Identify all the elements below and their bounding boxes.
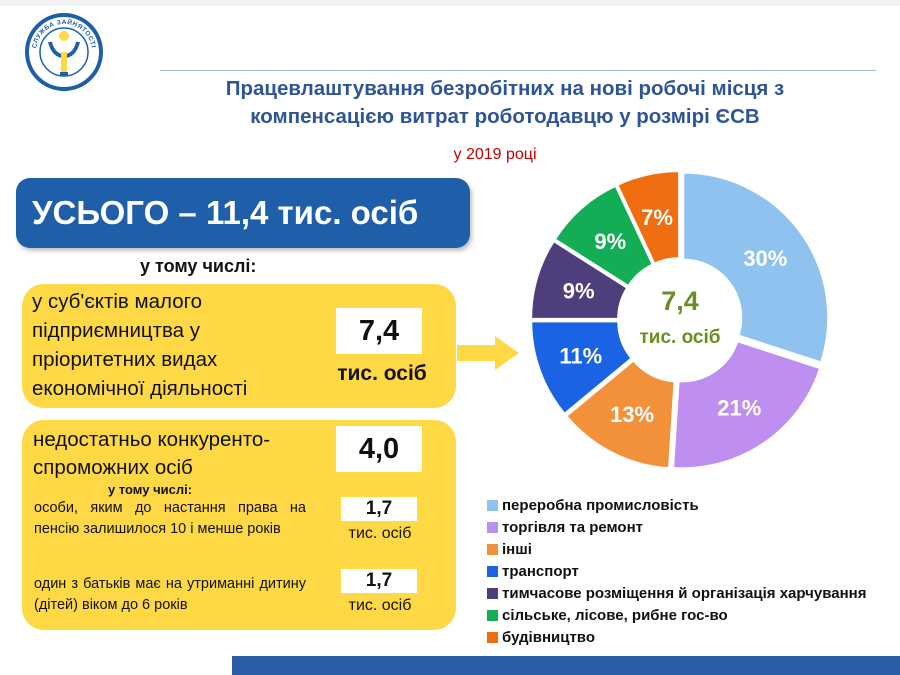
- slice-label: 30%: [743, 246, 787, 271]
- uncompetitive-including-label: у тому числі:: [108, 482, 193, 497]
- center-unit: тис. осіб: [639, 327, 720, 348]
- center-value: 7,4: [661, 286, 699, 316]
- legend-item: тимчасове розміщення й організація харчу…: [487, 582, 866, 604]
- chart-legend: переробна промисловість торгівля та ремон…: [487, 494, 866, 648]
- page-subtitle: у 2019 році: [453, 146, 537, 163]
- pie-slice: [530, 320, 633, 416]
- employment-service-logo: СЛУЖБА ЗАЙНЯТОСТІ: [25, 13, 103, 91]
- legend-swatch: [487, 565, 498, 577]
- title-line-2: компенсацією витрат роботодавцю у розмір…: [250, 105, 760, 128]
- legend-item: транспорт: [487, 560, 866, 582]
- bottom-bar: [232, 656, 900, 675]
- legend-label: тимчасове розміщення й організація харчу…: [502, 584, 867, 602]
- legend-swatch: [487, 587, 498, 599]
- legend-item: інші: [487, 538, 866, 560]
- legend-label: транспорт: [502, 562, 579, 580]
- donut-hole: [622, 262, 738, 378]
- small-business-value: 7,4: [336, 308, 422, 354]
- pie-slice: [553, 184, 654, 288]
- legend-swatch: [487, 499, 498, 511]
- uncompetitive-value: 4,0: [336, 426, 422, 472]
- pie-slice: [565, 359, 676, 470]
- parent-value: 1,7: [341, 569, 417, 593]
- legend-swatch: [487, 609, 498, 621]
- legend-label: інші: [502, 540, 532, 558]
- header-rule: [160, 70, 876, 71]
- legend-label: торгівля та ремонт: [502, 518, 643, 536]
- legend-item: переробна промисловість: [487, 494, 866, 516]
- legend-swatch: [487, 543, 498, 555]
- slice-label: 9%: [563, 279, 595, 304]
- pie-slice: [682, 171, 830, 364]
- legend-item: торгівля та ремонт: [487, 516, 866, 538]
- legend-swatch: [487, 631, 498, 643]
- legend-label: сільське, лісове, рибне гос-во: [502, 606, 728, 624]
- legend-label: будівництво: [502, 628, 595, 646]
- pie-slice: [672, 339, 822, 470]
- legend-label: переробна промисловість: [502, 496, 699, 514]
- pie-slice: [616, 170, 681, 265]
- right-arrow-icon: [457, 336, 519, 370]
- page-title: Працевлаштування безробітних на нові роб…: [150, 75, 860, 131]
- slice-label: 13%: [610, 402, 654, 427]
- parent-unit: тис. осіб: [348, 597, 412, 614]
- legend-item: будівництво: [487, 626, 866, 648]
- pre-pension-value: 1,7: [341, 497, 417, 521]
- legend-item: сільське, лісове, рибне гос-во: [487, 604, 866, 626]
- legend-swatch: [487, 521, 498, 533]
- slice-label: 21%: [717, 395, 761, 420]
- top-strip: [0, 0, 900, 6]
- slice-label: 11%: [559, 344, 602, 369]
- uncompetitive-label: недостатньо конкуренто-спроможних осіб: [33, 428, 271, 479]
- slice-label: 9%: [594, 229, 626, 254]
- pre-pension-label: особи, яким до настання права на пенсію …: [34, 500, 306, 537]
- donut-chart: 7,4 тис. осіб 30% 21% 13% 11% 9% 9% 7%: [530, 170, 830, 470]
- pre-pension-unit: тис. осіб: [348, 525, 412, 542]
- slice-label: 7%: [641, 205, 673, 230]
- parent-label: один з батьків має на утриманні дитину (…: [34, 576, 306, 613]
- small-business-label: у суб'єктів малого підприємництва у пріо…: [32, 290, 248, 400]
- title-line-1: Працевлаштування безробітних на нові роб…: [225, 77, 785, 100]
- pie-slice: [530, 239, 629, 320]
- total-banner: УСЬОГО – 11,4 тис. осіб: [16, 178, 470, 248]
- including-label: у тому числі:: [140, 256, 257, 276]
- small-business-unit: тис. осіб: [337, 362, 427, 385]
